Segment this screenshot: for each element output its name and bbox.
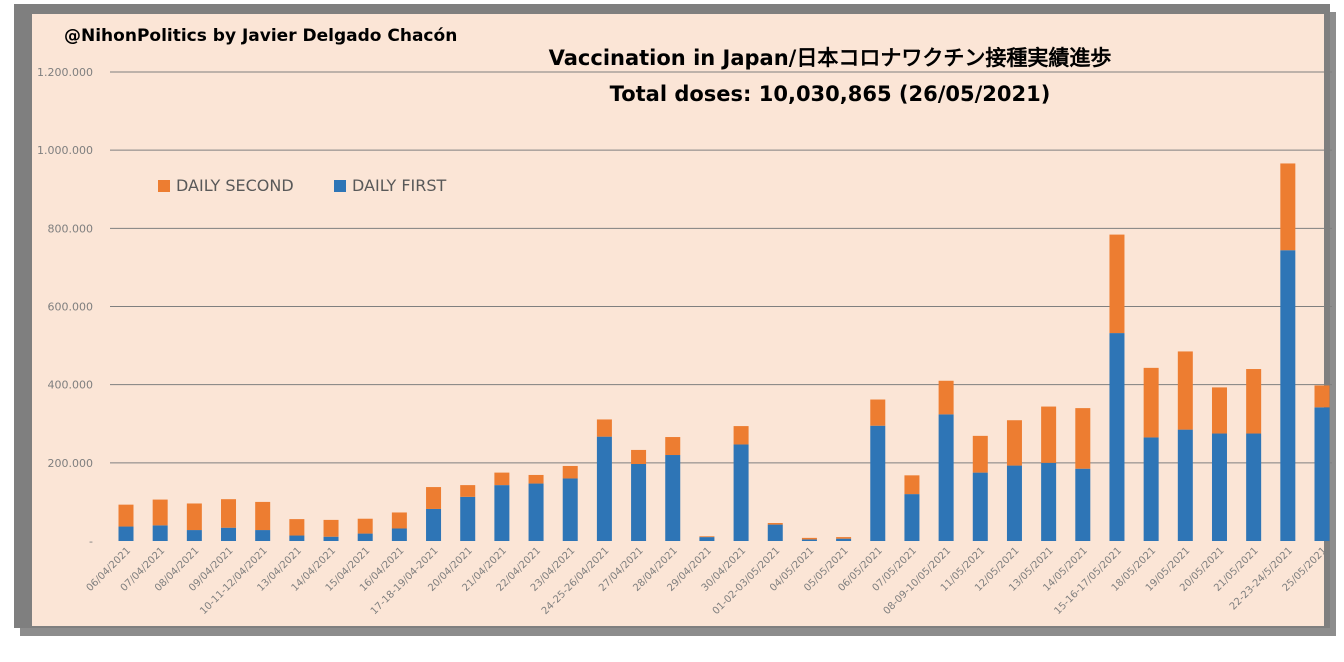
y-tick-label: 400.000: [48, 379, 94, 392]
bar-first: [221, 527, 237, 541]
bar-first: [1143, 437, 1159, 541]
bar-second: [1006, 420, 1022, 466]
bar-second: [972, 435, 988, 473]
bar-second: [1177, 351, 1193, 430]
bar-first: [767, 524, 783, 541]
bar-first: [699, 537, 715, 541]
bar-second: [699, 536, 715, 538]
bar-first: [391, 528, 407, 541]
bar-first: [289, 535, 305, 541]
bar-first: [1041, 462, 1057, 541]
bar-second: [1246, 369, 1262, 434]
bar-first: [733, 444, 749, 541]
bar-first: [562, 478, 578, 541]
bar-second: [426, 487, 442, 509]
bar-second: [1211, 387, 1227, 434]
bar-first: [426, 508, 442, 541]
bar-second: [1041, 406, 1057, 463]
bar-second: [289, 519, 305, 536]
bar-first: [528, 483, 544, 541]
bar-second: [631, 449, 647, 465]
bar-first: [665, 455, 681, 541]
bar-first: [904, 494, 920, 541]
bar-second: [494, 472, 510, 486]
y-tick-label: 1.200.000: [37, 66, 93, 79]
bar-second: [767, 523, 783, 525]
legend-swatch-first: [334, 179, 346, 192]
y-tick-label: -: [89, 535, 93, 548]
bar-second: [118, 504, 134, 527]
y-tick-label: 1.000.000: [37, 144, 93, 157]
y-tick-label: 200.000: [48, 457, 94, 470]
bar-second: [904, 475, 920, 495]
bar-second: [323, 519, 339, 537]
bar-second: [596, 419, 612, 437]
legend-label-first: DAILY FIRST: [352, 176, 447, 195]
legend-label-second: DAILY SECOND: [176, 176, 294, 195]
y-tick-label: 600.000: [48, 301, 94, 314]
legend-item-first: DAILY FIRST: [334, 176, 446, 195]
bar-second: [1314, 385, 1330, 408]
bar-second: [186, 503, 202, 531]
bar-second: [221, 499, 237, 528]
bar-first: [1109, 333, 1125, 541]
bar-second: [152, 499, 168, 526]
bar-second: [528, 474, 544, 484]
bar-second: [938, 380, 954, 415]
bar-second: [801, 537, 817, 540]
bar-first: [255, 530, 271, 541]
bar-first: [118, 526, 134, 541]
bar-first: [631, 464, 647, 541]
legend-item-second: DAILY SECOND: [158, 176, 294, 195]
bar-second: [562, 465, 578, 479]
bar-second: [1143, 367, 1159, 438]
chart-subtitle: Total doses: 10,030,865 (26/05/2021): [609, 82, 1051, 106]
bar-second: [391, 512, 407, 529]
author-credit: @NihonPolitics by Javier Delgado Chacón: [64, 26, 458, 46]
bar-second: [733, 426, 749, 445]
bar-second: [870, 399, 886, 426]
bar-second: [836, 537, 852, 539]
bar-second: [460, 485, 476, 497]
bar-first: [1006, 465, 1022, 541]
bar-first: [1075, 468, 1091, 541]
bar-first: [1314, 407, 1330, 541]
bar-second: [1075, 408, 1091, 469]
bar-first: [1280, 250, 1296, 541]
bar-second: [255, 501, 271, 531]
bar-first: [836, 538, 852, 541]
chart-title: Vaccination in Japan/日本コロナワクチン接種実績進歩: [548, 46, 1112, 70]
bar-first: [1177, 429, 1193, 541]
bar-first: [357, 533, 373, 541]
bar-first: [1211, 433, 1227, 541]
bar-first: [323, 536, 339, 541]
bar-first: [460, 496, 476, 541]
bar-first: [801, 539, 817, 541]
y-tick-label: 800.000: [48, 222, 94, 235]
bar-second: [1280, 163, 1296, 251]
bar-first: [494, 485, 510, 541]
bar-first: [186, 530, 202, 541]
bar-first: [596, 436, 612, 541]
bar-second: [665, 437, 681, 456]
bar-first: [972, 472, 988, 541]
bar-first: [1246, 433, 1262, 541]
bar-first: [938, 414, 954, 541]
bar-first: [870, 425, 886, 541]
bar-first: [152, 525, 168, 541]
bar-second: [357, 518, 373, 534]
x-tick-label: 22-23-24/5/2021: [1228, 545, 1295, 612]
bar-second: [1109, 234, 1125, 334]
legend-swatch-second: [158, 179, 170, 192]
